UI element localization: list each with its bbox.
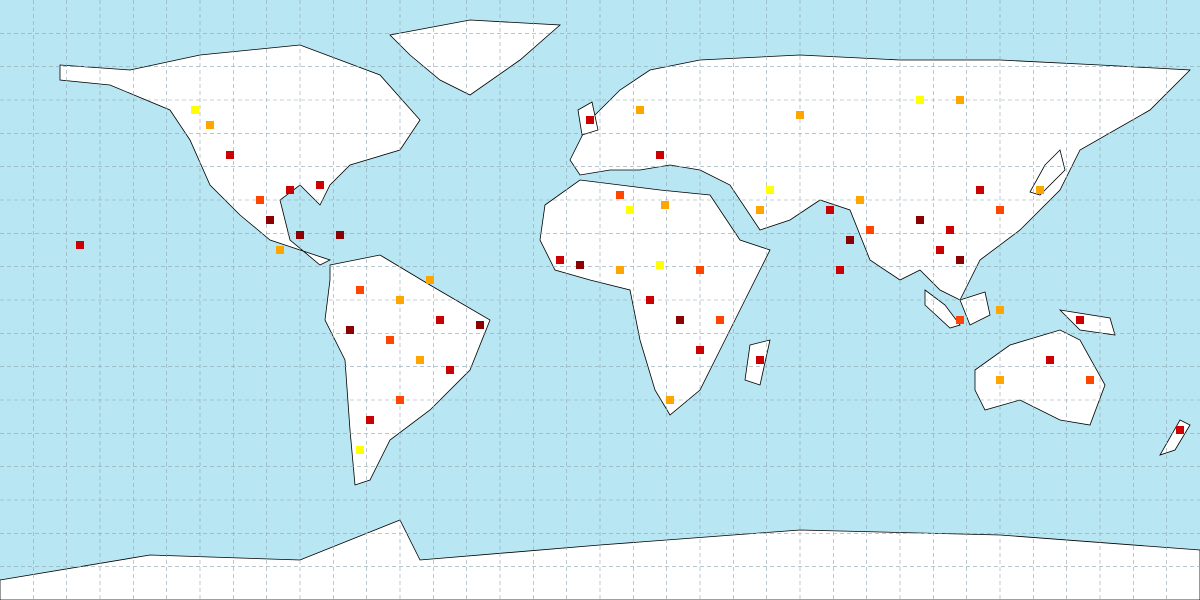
data-point	[556, 256, 564, 264]
data-point	[1046, 356, 1054, 364]
data-point	[656, 261, 664, 269]
greenland	[389, 19, 562, 96]
data-point	[336, 231, 344, 239]
data-point	[586, 116, 594, 124]
data-point	[356, 286, 364, 294]
data-point	[386, 336, 394, 344]
data-point	[866, 226, 874, 234]
data-point	[646, 296, 654, 304]
data-point	[426, 276, 434, 284]
data-point	[996, 306, 1004, 314]
data-point	[1086, 376, 1094, 384]
africa	[539, 179, 771, 416]
data-point	[1036, 186, 1044, 194]
data-point	[956, 316, 964, 324]
data-point	[976, 186, 984, 194]
data-point	[316, 181, 324, 189]
data-point	[366, 416, 374, 424]
data-point	[256, 196, 264, 204]
data-point	[286, 186, 294, 194]
data-point	[76, 241, 84, 249]
data-point	[576, 261, 584, 269]
data-point	[446, 366, 454, 374]
sumatra	[924, 289, 961, 329]
data-point	[396, 396, 404, 404]
data-point	[436, 316, 444, 324]
data-point	[716, 316, 724, 324]
data-point	[346, 326, 354, 334]
australia	[974, 329, 1106, 426]
data-point	[656, 151, 664, 159]
data-point	[836, 266, 844, 274]
data-point	[826, 206, 834, 214]
data-point	[916, 216, 924, 224]
data-point	[996, 376, 1004, 384]
data-point	[796, 111, 804, 119]
data-point	[936, 246, 944, 254]
data-point	[846, 236, 854, 244]
data-point	[696, 266, 704, 274]
data-point	[666, 396, 674, 404]
data-point	[1176, 426, 1184, 434]
data-point	[916, 96, 924, 104]
data-point	[661, 201, 669, 209]
data-point	[416, 356, 424, 364]
data-point	[356, 446, 364, 454]
points	[76, 96, 1184, 454]
data-point	[191, 106, 199, 114]
data-point	[856, 196, 864, 204]
data-point	[996, 206, 1004, 214]
south-america	[324, 254, 491, 486]
data-point	[676, 316, 684, 324]
data-point	[396, 296, 404, 304]
data-point	[766, 186, 774, 194]
data-point	[696, 346, 704, 354]
data-point	[956, 256, 964, 264]
data-point	[626, 206, 634, 214]
data-point	[636, 106, 644, 114]
data-point	[946, 226, 954, 234]
data-point	[276, 246, 284, 254]
data-point	[756, 356, 764, 364]
data-point	[1076, 316, 1084, 324]
japan	[1029, 149, 1066, 196]
data-point	[616, 191, 624, 199]
data-point	[266, 216, 274, 224]
new-guinea	[1058, 309, 1116, 336]
data-point	[476, 321, 484, 329]
data-point	[616, 266, 624, 274]
data-point	[956, 96, 964, 104]
data-point	[296, 231, 304, 239]
data-point	[206, 121, 214, 129]
data-point	[226, 151, 234, 159]
data-point	[756, 206, 764, 214]
